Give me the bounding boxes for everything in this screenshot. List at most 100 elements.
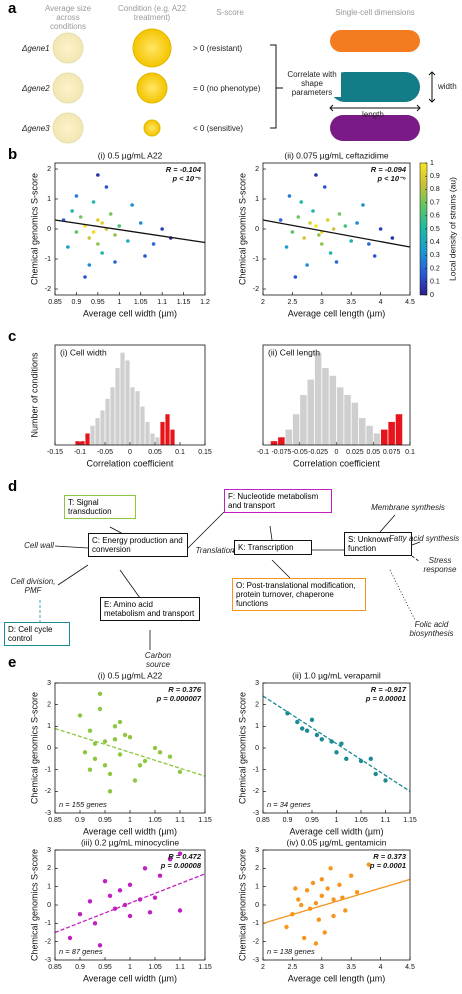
point [366,862,372,867]
chart-title: (ii) Cell length [268,347,320,357]
chart-title: (ii) 1.0 µg/mL verapamil [292,670,381,680]
y-tick-label: 0 [255,902,259,909]
point [284,924,289,930]
bar [100,410,105,445]
y-tick-label: 0 [47,745,51,752]
y-tick-label: -3 [253,957,259,964]
point [92,741,98,746]
bar [165,414,170,445]
colony [132,28,172,68]
note: Folic acid biosynthesis [409,620,454,638]
bracket [270,44,282,129]
chart: 0.85 0.9 0.95 1 1.05 1.1 1.15 1.2 -2 -1 0 1 2 Average… [29,150,210,318]
bar [314,352,322,445]
point [74,194,79,198]
x-tick-label: 0.95 [98,964,112,971]
y-tick-label: 3 [47,847,51,854]
connector [269,525,273,541]
point [100,251,104,255]
n-label: n = 34 genes [267,800,311,809]
point [337,212,342,216]
point [349,239,354,243]
x-tick-label: 1 [335,817,339,824]
point [74,230,79,234]
point [67,935,73,941]
point [126,239,130,243]
point [314,732,320,738]
point [299,200,304,204]
y-axis-label: Chemical genomics S-score [237,173,247,285]
y-tick-label: -1 [253,767,259,774]
x-tick-label: 2.5 [288,964,298,971]
point [77,911,83,917]
x-tick-label: 0.85 [48,817,62,824]
bar [307,379,315,445]
x-tick-label: 2 [261,299,265,306]
x-tick-label: 0.05 [366,449,380,456]
chart: 2 2.5 3 3.5 4 4.5 -2 -1 0 1 2 Average cell length (… [237,150,457,318]
point [349,873,354,878]
bar [366,425,373,445]
annotation: p = 0.000007 [156,694,202,703]
point [177,769,183,775]
x-tick-label: 0.05 [148,449,162,456]
bar [336,387,344,445]
connector [119,569,141,599]
n-label: n = 155 genes [59,800,107,809]
point [177,908,183,913]
point [328,251,333,255]
point [87,899,93,904]
point [127,913,133,919]
y-tick-label: 2 [47,166,51,173]
note: Cell wall [24,541,54,550]
point [167,856,173,862]
axes-frame [54,162,206,296]
point [117,719,123,725]
x-tick-label: 0.95 [305,817,319,824]
panel-letter: b [8,146,18,163]
x-tick-label: -0.1 [257,449,269,456]
note: Translation [195,546,235,555]
y-tick-label: 0 [255,226,259,233]
x-tick-label: 4 [379,299,383,306]
point [313,900,319,906]
point [92,756,98,762]
point [367,242,371,246]
bar [358,418,366,445]
bar [110,387,115,445]
chart-title: (iv) 0.05 µg/mL gentamicin [286,837,386,847]
point [113,260,117,264]
category-box: T: Signal transduction [64,495,136,519]
category-box: K: Transcription [234,540,312,555]
x-tick-label: 3 [320,299,324,306]
y-tick-label: 2 [47,865,51,872]
x-tick-label: 0.85 [48,299,62,306]
point [137,763,143,768]
point [78,215,83,219]
annotation: R = -0.104 [166,165,202,174]
colorbar-tick-label: 0.4 [430,239,440,246]
point [287,194,292,198]
x-tick-label: 0.9 [75,964,85,971]
bar [90,425,95,445]
x-tick-label: 1.15 [198,817,212,824]
gene-label: Δgene1 [22,44,50,53]
point [304,888,310,893]
bar [278,437,285,445]
y-tick-label: 1 [255,723,259,730]
cell-shape [330,72,420,102]
colorbar-tick-label: 0 [430,292,434,299]
y-tick-label: -2 [45,788,51,795]
fit-line [262,219,411,248]
x-tick-label: 0.85 [48,964,62,971]
point [142,758,148,764]
x-tick-label: 0.1 [175,449,185,456]
bar [322,368,329,445]
x-tick-label: 1.05 [134,299,148,306]
point [104,185,109,189]
point [117,888,123,893]
bar [351,402,359,445]
colony [52,32,84,64]
point [355,221,359,225]
